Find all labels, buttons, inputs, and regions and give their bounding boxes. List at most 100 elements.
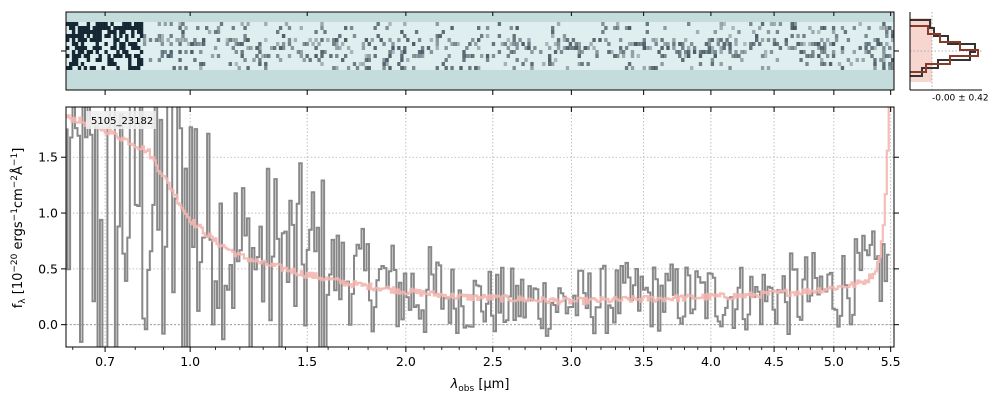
spec2d-pixel bbox=[477, 26, 481, 30]
spec2d-pixel bbox=[882, 22, 886, 26]
spec2d-pixel bbox=[299, 54, 303, 58]
spec2d-pixel bbox=[234, 50, 238, 54]
spec2d-pixel bbox=[864, 50, 868, 54]
spec2d-pixel bbox=[246, 66, 250, 70]
x-tick-label: 2.0 bbox=[396, 354, 416, 369]
spec2d-pixel bbox=[480, 54, 484, 58]
spec2d-pixel bbox=[314, 54, 318, 58]
spec2d-pixel bbox=[80, 34, 85, 38]
spec2d-pixel bbox=[527, 46, 531, 50]
spec2d-pixel bbox=[74, 22, 79, 26]
spec2d-pixel bbox=[681, 42, 685, 46]
spec2d-pixel bbox=[553, 50, 558, 54]
spec2d-pixel bbox=[636, 54, 641, 58]
spec2d-pixel bbox=[719, 62, 723, 66]
spec2d-pixel bbox=[157, 22, 162, 26]
spec2d-pixel bbox=[891, 66, 894, 70]
spec2d-pixel bbox=[441, 30, 445, 34]
spec2d-pixel bbox=[320, 26, 324, 30]
spec2d-pixel bbox=[459, 66, 463, 70]
spec2d-pixel bbox=[95, 22, 99, 26]
spec2d-pixel bbox=[397, 62, 401, 66]
spec2d-pixel bbox=[882, 54, 886, 58]
spec2d-pixel bbox=[382, 66, 386, 70]
spec2d-pixel bbox=[574, 46, 578, 50]
spec2d-pixel bbox=[358, 62, 363, 66]
spec2d-pixel bbox=[71, 62, 76, 66]
spec2d-pixel bbox=[86, 22, 91, 26]
spec2d-pixel bbox=[128, 22, 132, 26]
spec2d-pixel bbox=[474, 66, 478, 70]
spec2d-pixel bbox=[616, 54, 620, 58]
spec2d-pixel bbox=[619, 38, 623, 42]
spec2d-pixel bbox=[485, 58, 490, 62]
spec2d-pixel bbox=[755, 38, 759, 42]
spec2d-pixel bbox=[820, 58, 824, 62]
spec2d-pixel bbox=[246, 46, 250, 50]
spec2d-pixel bbox=[429, 38, 434, 42]
spec2d-pixel bbox=[128, 58, 132, 62]
spec2d-pixel bbox=[287, 26, 292, 30]
spec2d-pixel bbox=[175, 38, 179, 42]
spec2d-pixel bbox=[823, 46, 827, 50]
spec2d-pixel bbox=[426, 46, 431, 50]
spec2d-pixel bbox=[728, 34, 732, 38]
spec2d-pixel bbox=[373, 46, 377, 50]
spec2d-pixel bbox=[107, 62, 111, 66]
spec2d-pixel bbox=[654, 66, 658, 70]
spec2d-pixel bbox=[119, 46, 123, 50]
spec2d-pixel bbox=[690, 42, 694, 46]
spec2d-pixel bbox=[826, 54, 830, 58]
spec2d-pixel bbox=[601, 30, 605, 34]
spec2d-pixel bbox=[506, 46, 510, 50]
spec2d-pixel bbox=[104, 22, 108, 26]
spec2d-pixel bbox=[678, 50, 682, 54]
spec2d-pixel bbox=[367, 42, 371, 46]
spec2d-pixel bbox=[820, 38, 824, 42]
spec2d-pixel bbox=[113, 62, 117, 66]
spec2d-pixel bbox=[787, 46, 791, 50]
spec2d-pixel bbox=[852, 26, 856, 30]
spec2d-pixel bbox=[397, 38, 401, 42]
spec2d-pixel bbox=[882, 26, 886, 30]
spec2d-pixel bbox=[361, 62, 366, 66]
spec2d-pixel bbox=[296, 50, 301, 54]
spec2d-pixel bbox=[287, 54, 292, 58]
spec2d-pixel bbox=[169, 42, 173, 46]
spec2d-pixel bbox=[388, 54, 392, 58]
spec2d-pixel bbox=[414, 30, 419, 34]
spec2d-pixel bbox=[332, 42, 336, 46]
spec2d-pixel bbox=[137, 54, 141, 58]
spec2d-pixel bbox=[216, 54, 221, 58]
spec2d-pixel bbox=[728, 66, 732, 70]
spec2d-pixel bbox=[116, 50, 120, 54]
spec2d-pixel bbox=[367, 66, 371, 70]
spec2d-pixel bbox=[530, 66, 534, 70]
spec2d-pixel bbox=[335, 46, 339, 50]
spec2d-pixel bbox=[728, 42, 732, 46]
spec2d-pixel bbox=[231, 26, 235, 30]
spec2d-pixel bbox=[826, 38, 830, 42]
spec2d-pixel bbox=[80, 30, 85, 34]
spec2d-pixel bbox=[258, 58, 262, 62]
spec2d-pixel bbox=[246, 38, 250, 42]
spec2d-pixel bbox=[400, 50, 404, 54]
spec2d-pixel bbox=[530, 50, 534, 54]
spec2d-pixel bbox=[766, 38, 771, 42]
spec2d-pixel bbox=[891, 30, 894, 34]
spec2d-pixel bbox=[556, 22, 561, 26]
spec2d-pixel bbox=[820, 46, 824, 50]
spec2d-pixel bbox=[131, 34, 135, 38]
spec2d-pixel bbox=[134, 54, 138, 58]
spec2d-pixel bbox=[412, 54, 416, 58]
spec2d-pixel bbox=[341, 42, 345, 46]
spec2d-pixel bbox=[281, 46, 286, 50]
spec2d-panel bbox=[61, 11, 899, 95]
spec2d-pixel bbox=[601, 22, 605, 26]
spec2d-pixel bbox=[110, 62, 114, 66]
spec2d-pixel bbox=[270, 46, 274, 50]
spec2d-pixel bbox=[287, 38, 292, 42]
spec2d-pixel bbox=[367, 58, 371, 62]
spec2d-pixel bbox=[373, 26, 377, 30]
spec2d-pixel bbox=[320, 22, 324, 26]
